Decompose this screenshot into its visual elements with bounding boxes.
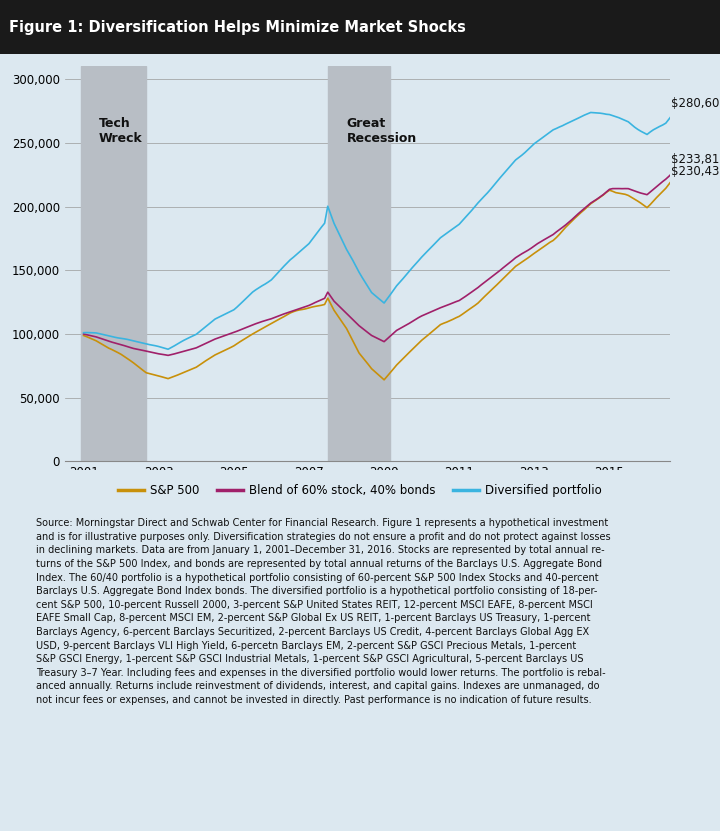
Text: Figure 1: Diversification Helps Minimize Market Shocks: Figure 1: Diversification Helps Minimize… <box>9 19 467 35</box>
Text: Great
Recession: Great Recession <box>346 117 417 145</box>
Legend: S&P 500, Blend of 60% stock, 40% bonds, Diversified portfolio: S&P 500, Blend of 60% stock, 40% bonds, … <box>114 479 606 502</box>
Bar <box>328 66 390 461</box>
Text: Source: Morningstar Direct and Schwab Center for Financial Research. Figure 1 re: Source: Morningstar Direct and Schwab Ce… <box>36 519 611 705</box>
Text: $280,609: $280,609 <box>672 97 720 111</box>
Text: Tech
Wreck: Tech Wreck <box>99 117 143 145</box>
Text: $233,818: $233,818 <box>672 153 720 166</box>
Bar <box>81 66 146 461</box>
Text: $230,437: $230,437 <box>672 165 720 178</box>
